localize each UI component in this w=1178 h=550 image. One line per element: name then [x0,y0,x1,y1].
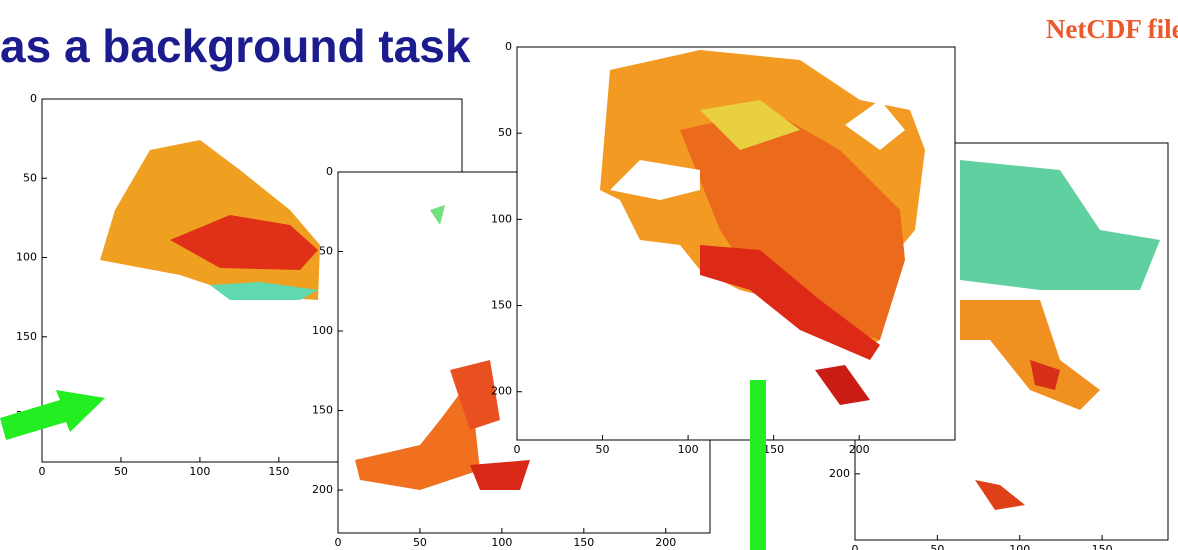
slide-title: as a background task [0,20,471,72]
y-tick-label: 100 [312,324,333,337]
x-tick-label: 50 [596,443,610,456]
x-tick-label: 0 [852,543,859,550]
x-tick-label: 150 [1092,543,1113,550]
y-tick-label: 150 [312,404,333,417]
y-tick-label: 200 [829,467,850,480]
x-tick-label: 50 [114,465,128,478]
y-tick-label: 150 [16,330,37,343]
x-tick-label: 0 [39,465,46,478]
x-tick-label: 150 [763,443,784,456]
x-tick-label: 0 [335,536,342,549]
y-tick-label: 150 [491,299,512,312]
y-tick-label: 50 [319,245,333,258]
y-tick-label: 50 [23,171,37,184]
y-tick-label: 200 [312,483,333,496]
x-tick-label: 0 [514,443,521,456]
x-tick-label: 50 [413,536,427,549]
x-tick-label: 150 [268,465,289,478]
y-tick-label: 100 [16,251,37,264]
y-tick-label: 0 [326,165,333,178]
x-tick-label: 200 [655,536,676,549]
plot-panel: 0 50 100 150 200 0 50 100 150 200 [491,40,955,456]
x-tick-label: 200 [849,443,870,456]
y-tick-label: 100 [491,212,512,225]
x-tick-label: 100 [1009,543,1030,550]
slide: 0 50 100 150 200 0 50 100 150 200 0 50 100 150 200 0 50… [0,0,1178,550]
x-tick-label: 100 [189,465,210,478]
y-tick-label: 50 [498,126,512,139]
y-tick-label: 200 [491,385,512,398]
x-tick-label: 100 [678,443,699,456]
heat-blob [470,460,530,490]
y-tick-label: 0 [30,92,37,105]
y-tick-label: 0 [505,40,512,53]
marker-bar [750,380,766,550]
x-tick-label: 100 [491,536,512,549]
x-tick-label: 50 [930,543,944,550]
x-tick-label: 150 [573,536,594,549]
note-label: NetCDF files [1046,14,1178,44]
